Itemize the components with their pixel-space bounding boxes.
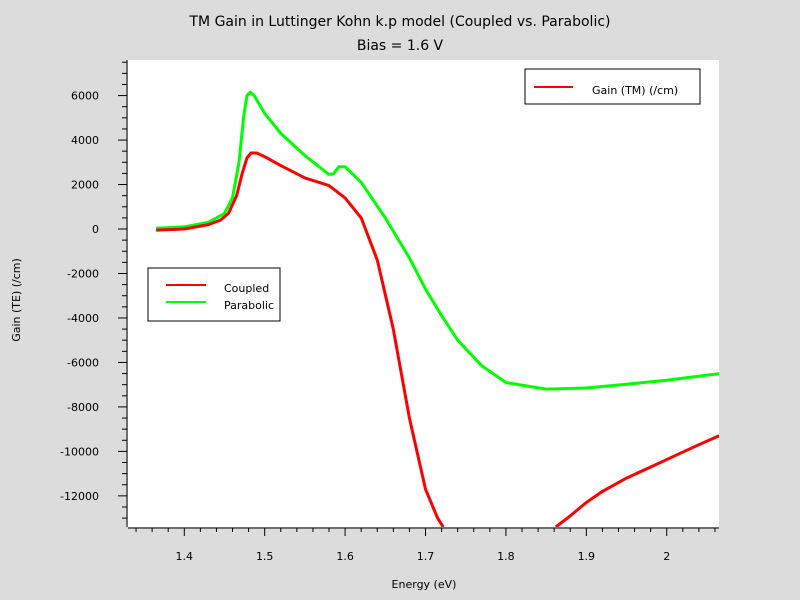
parabolic-series-line (156, 90, 719, 391)
x-axis-label: Energy (eV) (392, 578, 457, 591)
y-tick-label: -10000 (60, 445, 99, 458)
legend-coupled-label: Coupled (224, 282, 269, 295)
coupled-series-line-segment-2 (554, 434, 719, 527)
coupled-series-line (156, 151, 445, 527)
y-axis-label: Gain (TE) (/cm) (10, 258, 23, 342)
x-tick-label: 2 (663, 550, 670, 563)
legend-top-label: Gain (TM) (/cm) (592, 84, 678, 97)
x-tick-label: 1.8 (497, 550, 515, 563)
y-tick-label: -6000 (67, 356, 99, 369)
x-tick-label: 1.5 (256, 550, 274, 563)
legend-main-box (147, 267, 281, 322)
x-tick-label: 1.9 (578, 550, 596, 563)
y-tick-label: -12000 (60, 490, 99, 503)
y-tick-label: -8000 (67, 401, 99, 414)
legend-parabolic-label: Parabolic (224, 299, 274, 312)
y-tick-label: 0 (92, 223, 99, 236)
x-tick-label: 1.7 (417, 550, 435, 563)
y-tick-label: 4000 (71, 134, 99, 147)
y-tick-label: -2000 (67, 267, 99, 280)
x-tick-label: 1.4 (176, 550, 194, 563)
y-tick-label: -4000 (67, 312, 99, 325)
chart-title: TM Gain in Luttinger Kohn k.p model (Cou… (189, 14, 611, 30)
y-tick-label: 6000 (71, 90, 99, 103)
series-group (156, 90, 719, 527)
y-tick-label: 2000 (71, 179, 99, 192)
chart-subtitle: Bias = 1.6 V (357, 38, 444, 54)
x-tick-label: 1.6 (336, 550, 354, 563)
